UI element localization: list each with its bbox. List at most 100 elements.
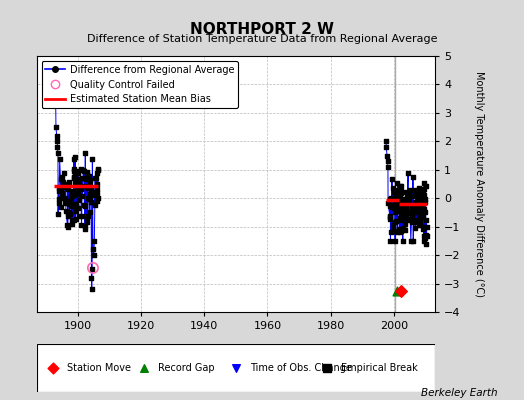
Point — [419, 211, 427, 218]
Point — [58, 174, 66, 180]
Legend: Difference from Regional Average, Quality Control Failed, Estimated Station Mean: Difference from Regional Average, Qualit… — [41, 61, 238, 108]
Point — [398, 213, 406, 220]
Point — [70, 168, 78, 174]
Point — [418, 209, 426, 215]
Point — [397, 188, 405, 194]
Point — [408, 219, 416, 226]
Point — [402, 205, 410, 212]
Point — [85, 194, 94, 200]
Point — [59, 181, 67, 188]
Point — [417, 212, 425, 219]
Point — [61, 198, 70, 204]
Point — [420, 196, 429, 202]
Point — [89, 265, 97, 271]
Point — [403, 199, 411, 205]
Point — [391, 205, 400, 211]
Point — [93, 198, 101, 204]
Point — [78, 193, 86, 199]
Point — [94, 167, 102, 173]
Point — [396, 210, 405, 216]
Point — [84, 182, 93, 189]
Point — [402, 189, 410, 196]
Point — [409, 193, 417, 199]
Point — [63, 224, 72, 230]
Point — [403, 191, 412, 198]
Point — [392, 218, 401, 224]
Point — [400, 215, 409, 222]
Point — [420, 224, 428, 230]
Point — [419, 186, 428, 192]
Point — [68, 193, 76, 200]
Point — [63, 186, 72, 193]
Point — [416, 187, 424, 193]
Point — [80, 202, 89, 208]
Point — [57, 176, 66, 182]
Point — [88, 275, 96, 281]
Point — [391, 206, 400, 213]
Point — [391, 238, 399, 244]
Point — [83, 169, 91, 176]
Point — [232, 365, 240, 371]
Point — [85, 196, 94, 202]
Point — [94, 194, 103, 201]
Point — [390, 208, 399, 215]
Point — [53, 138, 61, 144]
Point — [70, 166, 79, 172]
Point — [386, 202, 395, 209]
Point — [403, 210, 412, 217]
Point — [70, 175, 78, 182]
Point — [402, 195, 411, 201]
Point — [422, 232, 431, 239]
Point — [389, 185, 398, 192]
Point — [78, 222, 86, 228]
Point — [384, 164, 392, 170]
Point — [397, 190, 406, 197]
Point — [65, 209, 73, 215]
Point — [413, 195, 422, 202]
Point — [72, 177, 80, 184]
Point — [396, 193, 405, 199]
Point — [88, 156, 96, 162]
Point — [386, 214, 394, 220]
Point — [386, 238, 395, 244]
Point — [421, 224, 429, 230]
Point — [54, 211, 62, 217]
Point — [386, 212, 395, 219]
Point — [415, 222, 423, 228]
Point — [408, 214, 417, 220]
Point — [71, 154, 80, 160]
Point — [72, 203, 81, 210]
Point — [417, 206, 425, 212]
Point — [419, 188, 427, 194]
Point — [390, 195, 398, 202]
Point — [412, 207, 421, 214]
Point — [393, 288, 401, 294]
Point — [89, 192, 97, 198]
Point — [65, 198, 73, 204]
Point — [91, 175, 100, 182]
Point — [68, 188, 76, 194]
Point — [419, 192, 428, 199]
Point — [86, 199, 95, 205]
Point — [410, 209, 419, 215]
Point — [71, 180, 80, 187]
Point — [83, 214, 92, 221]
Point — [394, 196, 402, 202]
Point — [409, 208, 418, 215]
Point — [65, 179, 73, 185]
Text: Empirical Break: Empirical Break — [341, 363, 418, 373]
Point — [411, 192, 420, 199]
Point — [397, 288, 405, 294]
Point — [416, 197, 424, 203]
Point — [400, 199, 408, 205]
Point — [81, 226, 89, 232]
Point — [87, 187, 95, 194]
Point — [401, 210, 410, 216]
Point — [75, 181, 83, 187]
Point — [397, 228, 406, 234]
Point — [411, 225, 419, 231]
Point — [415, 185, 423, 192]
Point — [84, 213, 92, 219]
Point — [394, 204, 402, 211]
Point — [140, 365, 148, 371]
